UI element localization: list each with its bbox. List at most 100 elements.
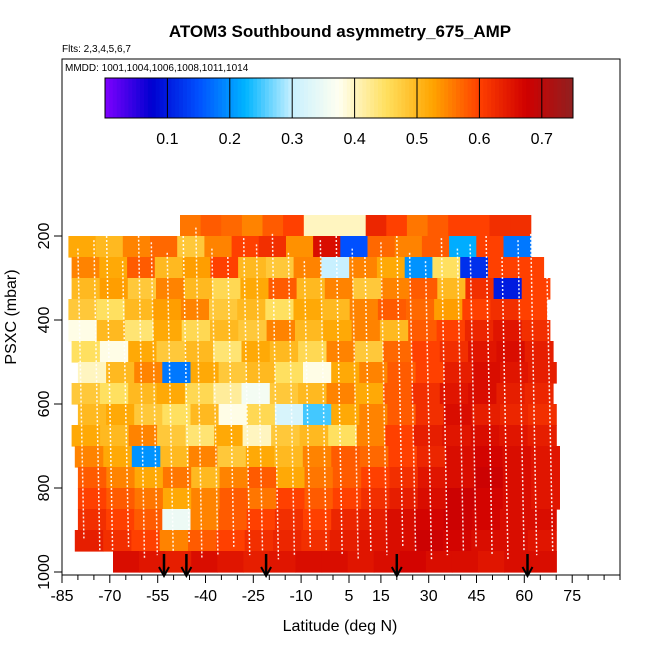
colorbar-swatch — [342, 78, 348, 118]
heat-cell — [103, 530, 132, 552]
colorbar-tick-label: 0.6 — [468, 131, 490, 148]
heat-cell — [468, 215, 490, 237]
heat-cell — [299, 425, 329, 447]
colorbar-swatch — [292, 78, 297, 118]
heat-cell — [160, 446, 190, 468]
colorbar-swatch — [452, 78, 457, 118]
heat-cell — [71, 257, 100, 279]
colorbar-swatch — [202, 78, 207, 118]
colorbar-swatch — [491, 78, 496, 118]
heat-cell — [399, 551, 427, 573]
heat-cell — [71, 341, 101, 363]
colorbar-swatch — [311, 78, 317, 118]
colorbar-swatch — [128, 78, 133, 118]
heat-cell — [99, 278, 129, 300]
colorbar-swatch — [432, 78, 437, 118]
heatmap-cells — [68, 215, 560, 573]
heat-cell — [298, 383, 327, 405]
colorbar-swatch — [335, 78, 340, 118]
heat-cell — [340, 236, 369, 258]
heat-cell — [77, 509, 107, 531]
heat-cell — [269, 383, 299, 405]
heat-cell — [404, 257, 434, 279]
heat-cell — [489, 215, 511, 237]
heat-cell — [415, 362, 445, 384]
colorbar-swatch — [389, 78, 395, 118]
heat-cell — [221, 215, 243, 237]
heat-cell — [293, 299, 323, 321]
heat-cell — [162, 404, 191, 426]
heat-cell — [414, 530, 444, 552]
colorbar-swatch — [233, 78, 239, 118]
heat-cell — [219, 467, 249, 489]
heat-cell — [387, 362, 417, 384]
heat-cell — [96, 320, 126, 342]
heat-cell — [476, 236, 505, 258]
colorbar-swatch — [272, 78, 278, 118]
heat-cell — [191, 467, 221, 489]
colorbar-swatch — [339, 78, 344, 118]
heat-cell — [436, 320, 466, 342]
heat-cell — [427, 215, 449, 237]
colorbar-swatch — [514, 78, 519, 118]
heat-cell — [276, 488, 306, 510]
surface-arrow-head — [521, 566, 534, 579]
heat-cell — [530, 551, 557, 573]
colorbar-swatch — [467, 78, 473, 118]
colorbar-swatch — [155, 78, 161, 118]
heat-cell — [365, 215, 387, 237]
heat-cell — [295, 320, 324, 342]
heat-cell — [425, 551, 453, 573]
colorbar-swatch — [186, 78, 192, 118]
colorbar-swatch — [116, 78, 122, 118]
heat-cell — [471, 404, 501, 426]
heat-cell — [502, 488, 532, 510]
colorbar-swatch — [206, 78, 211, 118]
heat-cell — [180, 215, 202, 237]
colorbar-swatch — [549, 78, 554, 118]
heat-cell — [439, 341, 469, 363]
heat-cell — [502, 446, 532, 468]
colorbar-tick-label: 0.4 — [343, 131, 365, 148]
heat-cell — [77, 467, 107, 489]
heat-cell — [244, 530, 274, 552]
heat-cell — [106, 362, 135, 384]
y-tick-label: 200 — [36, 223, 53, 250]
heat-cell — [213, 341, 243, 363]
heat-cell — [134, 404, 163, 426]
heat-cell — [68, 320, 98, 342]
heat-cell — [218, 362, 248, 384]
colorbar-swatch — [475, 78, 480, 118]
heat-cell — [500, 509, 529, 531]
heat-cell — [295, 551, 323, 573]
colorbar-swatch — [397, 78, 402, 118]
heat-cell — [361, 488, 391, 510]
heat-cell — [303, 215, 325, 237]
colorbar-swatch — [436, 78, 441, 118]
profile-line — [485, 235, 493, 556]
colorbar-swatch — [370, 78, 375, 118]
heat-cell — [347, 551, 375, 573]
heat-cell — [269, 551, 297, 573]
heat-cell — [127, 278, 157, 300]
x-tick-label: 60 — [515, 588, 533, 605]
heat-cell — [388, 446, 418, 468]
heat-cell — [496, 383, 526, 405]
heat-cell — [332, 488, 362, 510]
colorbar-swatch — [378, 78, 383, 118]
heat-cell — [241, 341, 271, 363]
colorbar-swatch — [183, 78, 188, 118]
colorbar-swatch — [175, 78, 180, 118]
heat-cell — [359, 404, 388, 426]
heat-cell — [271, 425, 301, 447]
colorbar-swatch — [190, 78, 196, 118]
heat-cell — [122, 236, 151, 258]
heat-cell — [246, 509, 276, 531]
heat-cell — [387, 509, 417, 531]
heat-cell — [515, 257, 545, 279]
heat-cell — [191, 551, 218, 573]
heat-cell — [71, 278, 101, 300]
colorbar-swatch — [264, 78, 270, 118]
colorbar-swatch — [249, 78, 254, 118]
heat-cell — [162, 467, 192, 489]
